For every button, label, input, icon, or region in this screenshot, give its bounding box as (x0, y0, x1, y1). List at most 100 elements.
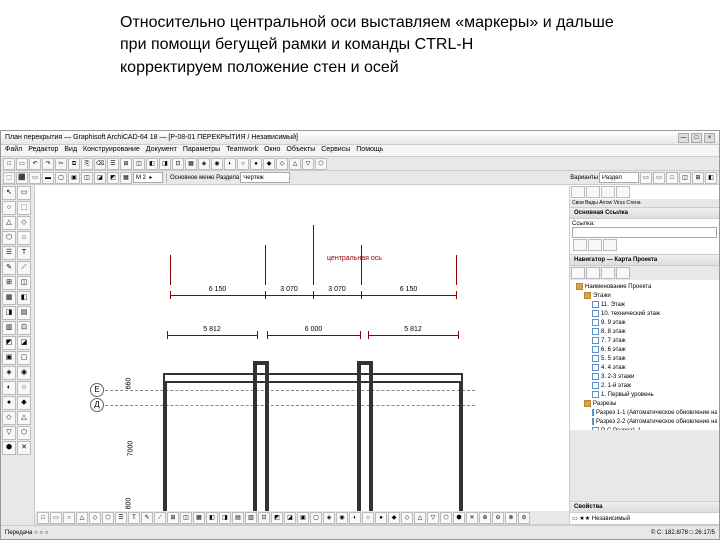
toolbar-button[interactable]: ▭ (16, 158, 28, 170)
wall-segment[interactable] (369, 365, 373, 523)
toolbar-button[interactable]: ⊡ (172, 158, 184, 170)
tool-button[interactable]: ⊡ (17, 321, 31, 335)
toolbar-button[interactable]: ◫ (180, 512, 192, 524)
toolbar-button[interactable]: T (128, 512, 140, 524)
tool-button[interactable]: ⬡ (17, 426, 31, 440)
toolbar-button[interactable]: ▭ (29, 172, 41, 184)
scale-input[interactable] (133, 172, 163, 183)
toolbar-button[interactable]: □ (3, 158, 15, 170)
toolbar-button[interactable]: ⬡ (440, 512, 452, 524)
toolbar-button[interactable]: ▤ (232, 512, 244, 524)
navigator-tree[interactable]: Наименование ПроектаЭтажи11. Этаж10. тех… (570, 280, 719, 430)
view-btn[interactable] (616, 186, 630, 198)
tree-item[interactable]: 4. 4 этаж (572, 363, 717, 372)
toolbar-button[interactable]: ↶ (29, 158, 41, 170)
toolbar-button[interactable]: ⊞ (167, 512, 179, 524)
tool-button[interactable]: ○ (2, 201, 16, 215)
nav-btn[interactable] (601, 267, 615, 279)
tool-button[interactable]: ◨ (2, 306, 16, 320)
tree-item[interactable]: Разрез 1-1 (Автоматическое обновление на… (572, 408, 717, 417)
tool-button[interactable]: ◩ (2, 336, 16, 350)
tool-button[interactable]: ✕ (17, 441, 31, 455)
minimize-button[interactable]: — (678, 133, 689, 143)
toolbar-button[interactable]: ◉ (211, 158, 223, 170)
menu-item[interactable]: Документ (146, 146, 177, 155)
toolbar-button[interactable]: ⊗ (505, 512, 517, 524)
toolbar-button[interactable]: ☰ (115, 512, 127, 524)
toolbar-button[interactable]: ◨ (159, 158, 171, 170)
toolbar-button[interactable]: ○ (63, 512, 75, 524)
toolbar-button[interactable]: ◩ (107, 172, 119, 184)
tool-button[interactable]: ⬚ (17, 201, 31, 215)
close-button[interactable]: × (704, 133, 715, 143)
toolbar-button[interactable]: ◩ (271, 512, 283, 524)
tool-button[interactable]: ◪ (17, 336, 31, 350)
toolbar-button[interactable]: △ (414, 512, 426, 524)
toolbar-button[interactable]: ☰ (107, 158, 119, 170)
tool-button[interactable]: ☰ (2, 246, 16, 260)
tool-button[interactable]: ⌂ (17, 231, 31, 245)
menu-item[interactable]: Помощь (356, 146, 383, 155)
view-btn[interactable] (571, 186, 585, 198)
tool-button[interactable]: ◇ (17, 216, 31, 230)
wall-segment[interactable] (253, 361, 269, 365)
menu-item[interactable]: Сервисы (321, 146, 350, 155)
toolbar-button[interactable]: ◪ (94, 172, 106, 184)
tool-button[interactable]: ◫ (17, 276, 31, 290)
tool-button[interactable]: ▽ (2, 426, 16, 440)
toolbar-button[interactable]: ⬚ (3, 172, 15, 184)
toolbar-button[interactable]: ● (250, 158, 262, 170)
toolbar-button[interactable]: ◧ (146, 158, 158, 170)
menu-item[interactable]: Teamwork (226, 146, 258, 155)
nav-btn[interactable] (586, 267, 600, 279)
toolbar-button[interactable]: ◆ (388, 512, 400, 524)
combo-input[interactable] (599, 172, 639, 183)
toolbar-button[interactable]: ⊕ (479, 512, 491, 524)
wall-segment[interactable] (459, 383, 463, 523)
tool-button[interactable]: ✎ (2, 261, 16, 275)
ref-btn[interactable] (588, 239, 602, 251)
ref-btn[interactable] (603, 239, 617, 251)
toolbar-button[interactable]: ▭ (640, 172, 652, 184)
wall-segment[interactable] (265, 365, 269, 523)
toolbar-button[interactable]: ◇ (89, 512, 101, 524)
tree-item[interactable]: 2. 1-й этаж (572, 381, 717, 390)
toolbar-button[interactable]: □ (37, 512, 49, 524)
tree-item[interactable]: Разрез 2-2 (Автоматическое обновление на… (572, 417, 717, 426)
toolbar-button[interactable]: ▭ (653, 172, 665, 184)
tree-item[interactable]: 6. 6 этаж (572, 345, 717, 354)
toolbar-button[interactable]: ◫ (133, 158, 145, 170)
tree-item[interactable]: 5. 5 этаж (572, 354, 717, 363)
menu-item[interactable]: Окно (264, 146, 280, 155)
toolbar-button[interactable]: ◧ (206, 512, 218, 524)
tool-button[interactable]: ▥ (2, 321, 16, 335)
toolbar-button[interactable]: ▣ (297, 512, 309, 524)
toolbar-button[interactable]: ⬢ (453, 512, 465, 524)
menu-item[interactable]: Вид (64, 146, 77, 155)
toolbar-button[interactable]: ✂ (55, 158, 67, 170)
tool-button[interactable]: ◇ (2, 411, 16, 425)
menu-item[interactable]: Параметры (183, 146, 220, 155)
tree-item[interactable]: Р-С Разрез1-1 (572, 426, 717, 430)
toolbar-button[interactable]: ✎ (141, 512, 153, 524)
toolbar-button[interactable]: ⎘ (81, 158, 93, 170)
tree-item[interactable]: 7. 7 этаж (572, 336, 717, 345)
tool-button[interactable]: ▭ (17, 186, 31, 200)
tool-button[interactable]: T (17, 246, 31, 260)
view-btn[interactable] (586, 186, 600, 198)
toolbar-button[interactable]: ○ (237, 158, 249, 170)
toolbar-button[interactable]: ⌫ (94, 158, 106, 170)
toolbar-button[interactable]: ▬ (42, 172, 54, 184)
toolbar-button[interactable]: ⊞ (120, 158, 132, 170)
panel-reference-header[interactable]: Основная Ссылка (570, 208, 719, 219)
tool-button[interactable]: ⬢ (2, 441, 16, 455)
panel-navigator-header[interactable]: Навигатор — Карта Проекта (570, 255, 719, 266)
toolbar-button[interactable]: ↷ (42, 158, 54, 170)
titlebar[interactable]: План перекрытия — Graphisoft ArchiCAD-64… (1, 131, 719, 145)
ref-input[interactable] (572, 227, 717, 238)
tool-button[interactable]: ◈ (2, 366, 16, 380)
toolbar-button[interactable]: ◈ (198, 158, 210, 170)
tool-button[interactable]: ⊞ (2, 276, 16, 290)
toolbar-button[interactable]: ◐ (349, 512, 361, 524)
nav-btn[interactable] (571, 267, 585, 279)
